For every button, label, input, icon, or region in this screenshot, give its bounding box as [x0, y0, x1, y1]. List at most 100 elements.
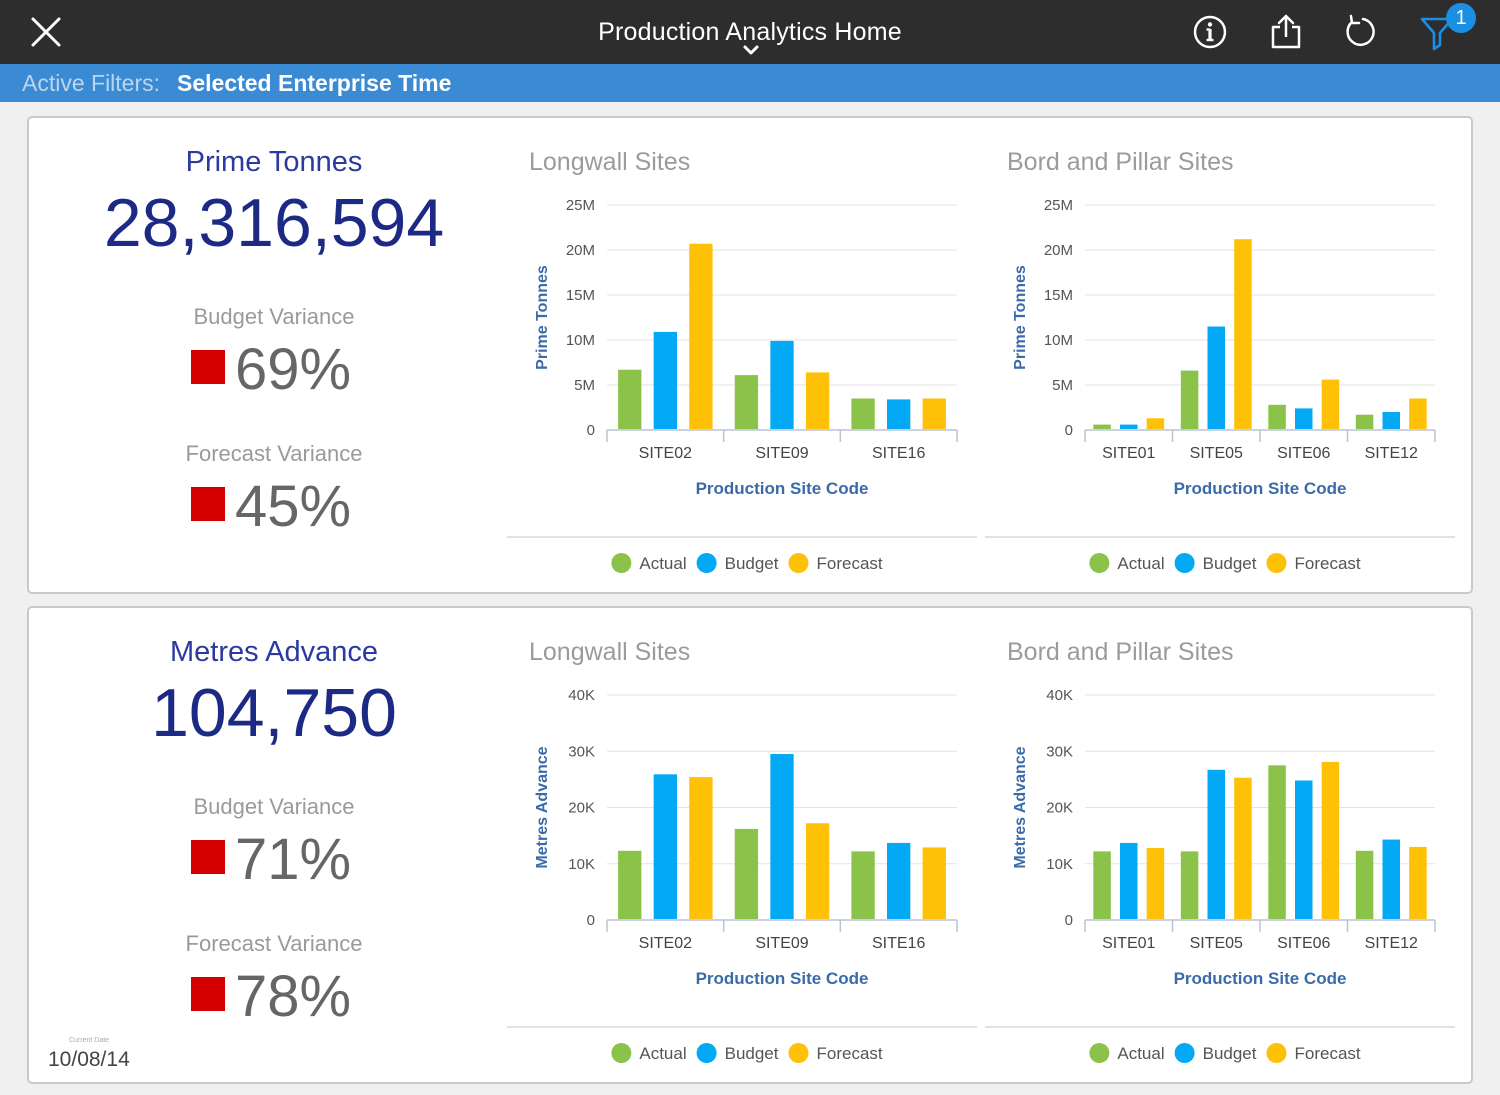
kpi-value: 104,750 — [151, 675, 397, 751]
prime-tonnes-panel: Prime Tonnes 28,316,594 Budget Variance … — [27, 116, 1473, 594]
bar-actual-site02[interactable] — [618, 369, 642, 429]
bar-budget-site02[interactable] — [653, 774, 677, 919]
bar-budget-site06[interactable] — [1295, 408, 1313, 429]
metres-advance-kpi[interactable]: Metres Advance 104,750 Budget Variance 7… — [29, 608, 519, 1082]
budget-variance-label: Budget Variance — [193, 304, 355, 329]
y-tick-label: 20M — [1044, 242, 1073, 259]
chart-title: Bord and Pillar Sites — [1007, 638, 1234, 666]
chart-svg: Bord and Pillar Sites 0 5M 10M 15M 20M 25M Prim… — [985, 148, 1455, 573]
bar-budget-site05[interactable] — [1207, 769, 1226, 919]
legend-marker-forecast — [788, 553, 809, 573]
chevron-down-icon[interactable] — [742, 44, 760, 56]
bar-forecast-site16[interactable] — [922, 398, 946, 430]
share-icon[interactable] — [1266, 12, 1306, 52]
bar-budget-site01[interactable] — [1120, 842, 1138, 919]
x-tick-label: SITE16 — [872, 935, 925, 952]
bar-forecast-site05[interactable] — [1234, 239, 1252, 429]
legend-marker-forecast — [1266, 553, 1287, 573]
bar-forecast-site06[interactable] — [1321, 379, 1340, 429]
y-tick-label: 25M — [1044, 197, 1073, 214]
bar-actual-site05[interactable] — [1180, 370, 1199, 429]
bar-forecast-site05[interactable] — [1234, 777, 1252, 919]
legend[interactable]: Actual Budget Forecast — [611, 553, 883, 573]
bar-budget-site01[interactable] — [1120, 424, 1138, 429]
bord-pillar-tonnes-chart[interactable]: Bord and Pillar Sites 0 5M 10M 15M 20M 25M Prim… — [985, 118, 1455, 592]
bar-forecast-site09[interactable] — [805, 372, 830, 429]
bar-actual-site12[interactable] — [1355, 850, 1374, 919]
bar-actual-site09[interactable] — [734, 375, 759, 429]
page-title[interactable]: Production Analytics Home — [598, 18, 902, 46]
bar-actual-site06[interactable] — [1268, 404, 1286, 429]
current-date-value: 10/08/14 — [48, 1048, 130, 1071]
x-tick-label: SITE02 — [639, 935, 692, 952]
bar-actual-site01[interactable] — [1093, 424, 1111, 429]
bar-budget-site09[interactable] — [770, 340, 794, 429]
bord-pillar-metres-chart[interactable]: Bord and Pillar Sites 0 10K 20K 30K 40K Metres… — [985, 608, 1455, 1082]
bar-forecast-site06[interactable] — [1321, 761, 1340, 919]
bar-budget-site12[interactable] — [1382, 839, 1401, 919]
y-axis-label: Metres Advance — [1012, 746, 1029, 868]
legend[interactable]: Actual Budget Forecast — [1089, 1043, 1361, 1063]
bar-budget-site02[interactable] — [653, 331, 677, 429]
legend-label-actual: Actual — [1117, 1044, 1164, 1063]
bar-forecast-site12[interactable] — [1409, 398, 1427, 430]
metres-advance-panel: Metres Advance 104,750 Budget Variance 7… — [27, 606, 1473, 1084]
y-tick-label: 0 — [587, 912, 595, 929]
legend-marker-actual — [1089, 553, 1110, 573]
bar-actual-site06[interactable] — [1268, 765, 1286, 919]
bar-actual-site05[interactable] — [1180, 851, 1199, 919]
info-icon[interactable] — [1190, 12, 1230, 52]
top-bar: Production Analytics Home 1 — [0, 0, 1500, 64]
longwall-metres-chart[interactable]: Longwall Sites 0 10K 20K 30K 40K Metres Advanc… — [507, 608, 977, 1082]
y-axis-label: Metres Advance — [534, 746, 551, 868]
bar-budget-site09[interactable] — [770, 754, 794, 919]
x-tick-label: SITE09 — [755, 935, 808, 952]
bar-forecast-site01[interactable] — [1146, 848, 1165, 919]
bar-budget-site05[interactable] — [1207, 326, 1226, 430]
bar-forecast-site16[interactable] — [922, 847, 946, 919]
kpi-title: Prime Tonnes — [185, 146, 363, 178]
y-tick-label: 10M — [566, 332, 595, 349]
y-axis-label: Prime Tonnes — [534, 265, 551, 370]
refresh-icon[interactable] — [1341, 12, 1381, 52]
bar-actual-site02[interactable] — [618, 850, 642, 919]
legend-marker-forecast — [788, 1043, 809, 1063]
x-tick-label: SITE12 — [1365, 445, 1418, 462]
status-indicator — [191, 487, 225, 521]
bar-actual-site16[interactable] — [851, 398, 875, 430]
current-date-label: Current Date — [69, 1037, 110, 1044]
longwall-tonnes-chart[interactable]: Longwall Sites 0 5M 10M 15M 20M 25M Prime Tonne… — [507, 118, 977, 592]
bar-actual-site09[interactable] — [734, 828, 759, 919]
legend-label-actual: Actual — [639, 554, 686, 573]
legend-marker-budget — [696, 1043, 717, 1063]
x-tick-label: SITE05 — [1190, 445, 1243, 462]
bar-forecast-site01[interactable] — [1146, 418, 1165, 429]
y-tick-label: 20M — [566, 242, 595, 259]
y-tick-label: 5M — [574, 377, 595, 394]
bar-forecast-site12[interactable] — [1409, 846, 1427, 919]
bar-forecast-site09[interactable] — [805, 823, 830, 919]
bar-budget-site06[interactable] — [1295, 780, 1313, 920]
bar-budget-site16[interactable] — [887, 399, 911, 429]
y-tick-label: 15M — [566, 287, 595, 304]
forecast-variance-label: Forecast Variance — [185, 441, 363, 466]
legend[interactable]: Actual Budget Forecast — [611, 1043, 883, 1063]
bar-actual-site01[interactable] — [1093, 851, 1111, 919]
bar-budget-site16[interactable] — [887, 842, 911, 919]
budget-variance-label: Budget Variance — [193, 794, 355, 819]
y-tick-label: 10K — [568, 856, 595, 873]
bar-budget-site12[interactable] — [1382, 412, 1401, 429]
x-tick-label: SITE01 — [1102, 445, 1155, 462]
bar-forecast-site02[interactable] — [689, 777, 713, 919]
prime-tonnes-kpi[interactable]: Prime Tonnes 28,316,594 Budget Variance … — [29, 118, 519, 592]
bar-actual-site12[interactable] — [1355, 414, 1374, 429]
bar-actual-site16[interactable] — [851, 851, 875, 919]
close-icon[interactable] — [28, 14, 64, 50]
active-filters-bar[interactable]: Active Filters: Selected Enterprise Time — [0, 64, 1500, 102]
bar-forecast-site02[interactable] — [689, 243, 713, 429]
x-tick-label: SITE05 — [1190, 935, 1243, 952]
legend[interactable]: Actual Budget Forecast — [1089, 553, 1361, 573]
y-tick-label: 0 — [1065, 422, 1073, 439]
y-tick-label: 20K — [568, 800, 595, 817]
x-tick-label: SITE06 — [1277, 935, 1330, 952]
